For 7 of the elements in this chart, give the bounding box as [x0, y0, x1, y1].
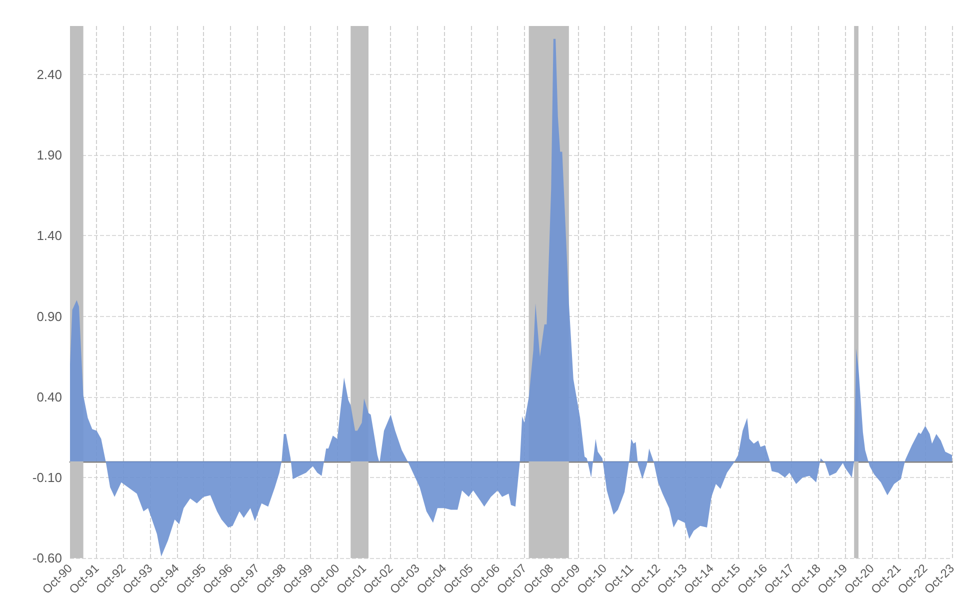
- y-tick-label: 1.90: [36, 148, 62, 163]
- y-tick-label: 2.40: [36, 66, 62, 82]
- y-tick-label: 0.90: [36, 308, 62, 324]
- y-tick-label: 0.40: [36, 389, 62, 404]
- y-tick-label: -0.60: [32, 550, 62, 566]
- y-tick-label: 1.40: [36, 228, 62, 244]
- y-tick-label: -0.10: [32, 470, 62, 486]
